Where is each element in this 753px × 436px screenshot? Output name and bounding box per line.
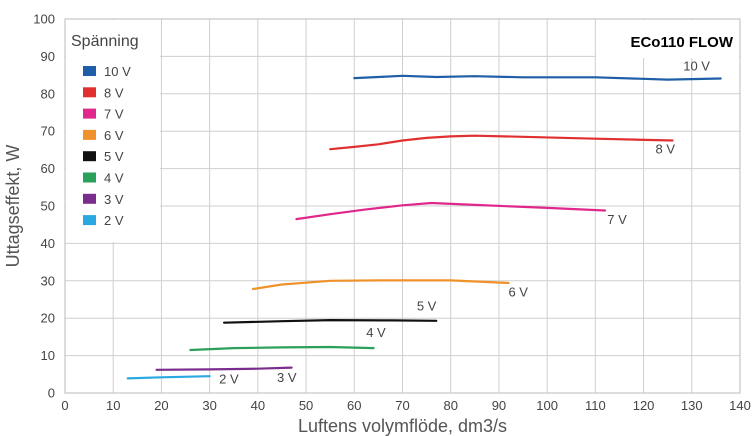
plot-border <box>64 18 741 394</box>
x-tick-label: 60 <box>347 398 361 413</box>
y-tick-label: 20 <box>41 311 55 326</box>
x-tick-label: 70 <box>395 398 409 413</box>
series-end-labels: 10 V 8 V 7 V 6 V 5 V 4 V 3 V 2 V <box>219 59 710 387</box>
series-end-label: 8 V <box>656 142 676 157</box>
legend-label: 8 V <box>104 85 124 100</box>
legend-label: 10 V <box>104 64 131 79</box>
series-lines <box>126 74 722 380</box>
grid-lines <box>64 18 741 394</box>
x-tick-label: 90 <box>492 398 506 413</box>
legend-title: Spänning <box>71 33 139 50</box>
x-tick-label: 30 <box>202 398 216 413</box>
series-end-label: 2 V <box>219 372 239 387</box>
y-tick-label: 80 <box>41 86 55 101</box>
legend-label: 5 V <box>104 149 124 164</box>
x-tick-label: 130 <box>681 398 703 413</box>
legend-label: 3 V <box>104 192 124 207</box>
x-tick-label: 140 <box>729 398 751 413</box>
series-line-4 <box>251 279 510 291</box>
legend: Spänning 10 V 8 V 7 V 6 V 5 V 4 V 3 V 2 V <box>66 20 160 242</box>
legend-label: 6 V <box>104 128 124 143</box>
series-end-label: 3 V <box>277 370 297 385</box>
series-end-label: 10 V <box>683 59 710 74</box>
series-line-5 <box>223 319 438 324</box>
series-line-8 <box>126 375 211 380</box>
y-tick-label: 100 <box>33 12 55 27</box>
y-tick-label: 10 <box>41 348 55 363</box>
legend-label: 7 V <box>104 107 124 122</box>
x-tick-label: 100 <box>536 398 558 413</box>
legend-swatch <box>83 108 96 119</box>
x-axis-title: Luftens volymflöde, dm3/s <box>298 416 507 436</box>
title-background <box>596 20 739 58</box>
series-line-2 <box>329 134 674 151</box>
legend-swatch <box>83 87 96 98</box>
legend-swatch <box>83 66 96 76</box>
legend-label: 2 V <box>104 213 124 228</box>
x-tick-label: 20 <box>154 398 168 413</box>
x-tick-label: 110 <box>585 398 606 413</box>
y-tick-label: 70 <box>41 124 55 139</box>
x-tick-label: 50 <box>299 398 313 413</box>
series-line-1 <box>353 74 722 81</box>
chart-title-box: ECo110 FLOW <box>596 20 739 58</box>
y-tick-label: 90 <box>41 49 55 64</box>
legend-swatch <box>83 172 96 183</box>
y-axis-title: Uttagseffekt, W <box>3 145 23 268</box>
y-tick-label: 60 <box>41 161 55 176</box>
tick-labels: 0 10 20 30 40 50 60 70 80 90 100 110 120 130 140 0 10 20 3… <box>33 12 751 414</box>
legend-swatch <box>83 193 96 204</box>
series-end-label: 4 V <box>366 325 386 340</box>
legend-swatch <box>83 151 96 162</box>
x-tick-label: 40 <box>251 398 265 413</box>
x-tick-label: 80 <box>443 398 457 413</box>
legend-swatch <box>83 215 96 226</box>
series-line-3 <box>295 201 607 221</box>
series-end-label: 5 V <box>417 299 437 314</box>
x-tick-label: 10 <box>106 398 120 413</box>
x-tick-label: 120 <box>633 398 655 413</box>
series-line-7 <box>155 366 293 371</box>
axis-titles: Luftens volymflöde, dm3/s Uttagseffekt, … <box>3 145 507 436</box>
series-line-6 <box>189 345 375 352</box>
legend-label: 4 V <box>104 171 124 186</box>
y-tick-label: 50 <box>41 199 55 214</box>
series-end-label: 7 V <box>607 212 627 227</box>
legend-swatch <box>83 129 96 140</box>
legend-background <box>66 20 160 242</box>
y-tick-label: 0 <box>48 386 55 401</box>
y-tick-label: 30 <box>41 273 55 288</box>
x-tick-label: 0 <box>61 398 68 413</box>
y-tick-label: 40 <box>41 236 55 251</box>
series-end-label: 6 V <box>508 285 528 300</box>
chart-title: ECo110 FLOW <box>630 34 733 51</box>
